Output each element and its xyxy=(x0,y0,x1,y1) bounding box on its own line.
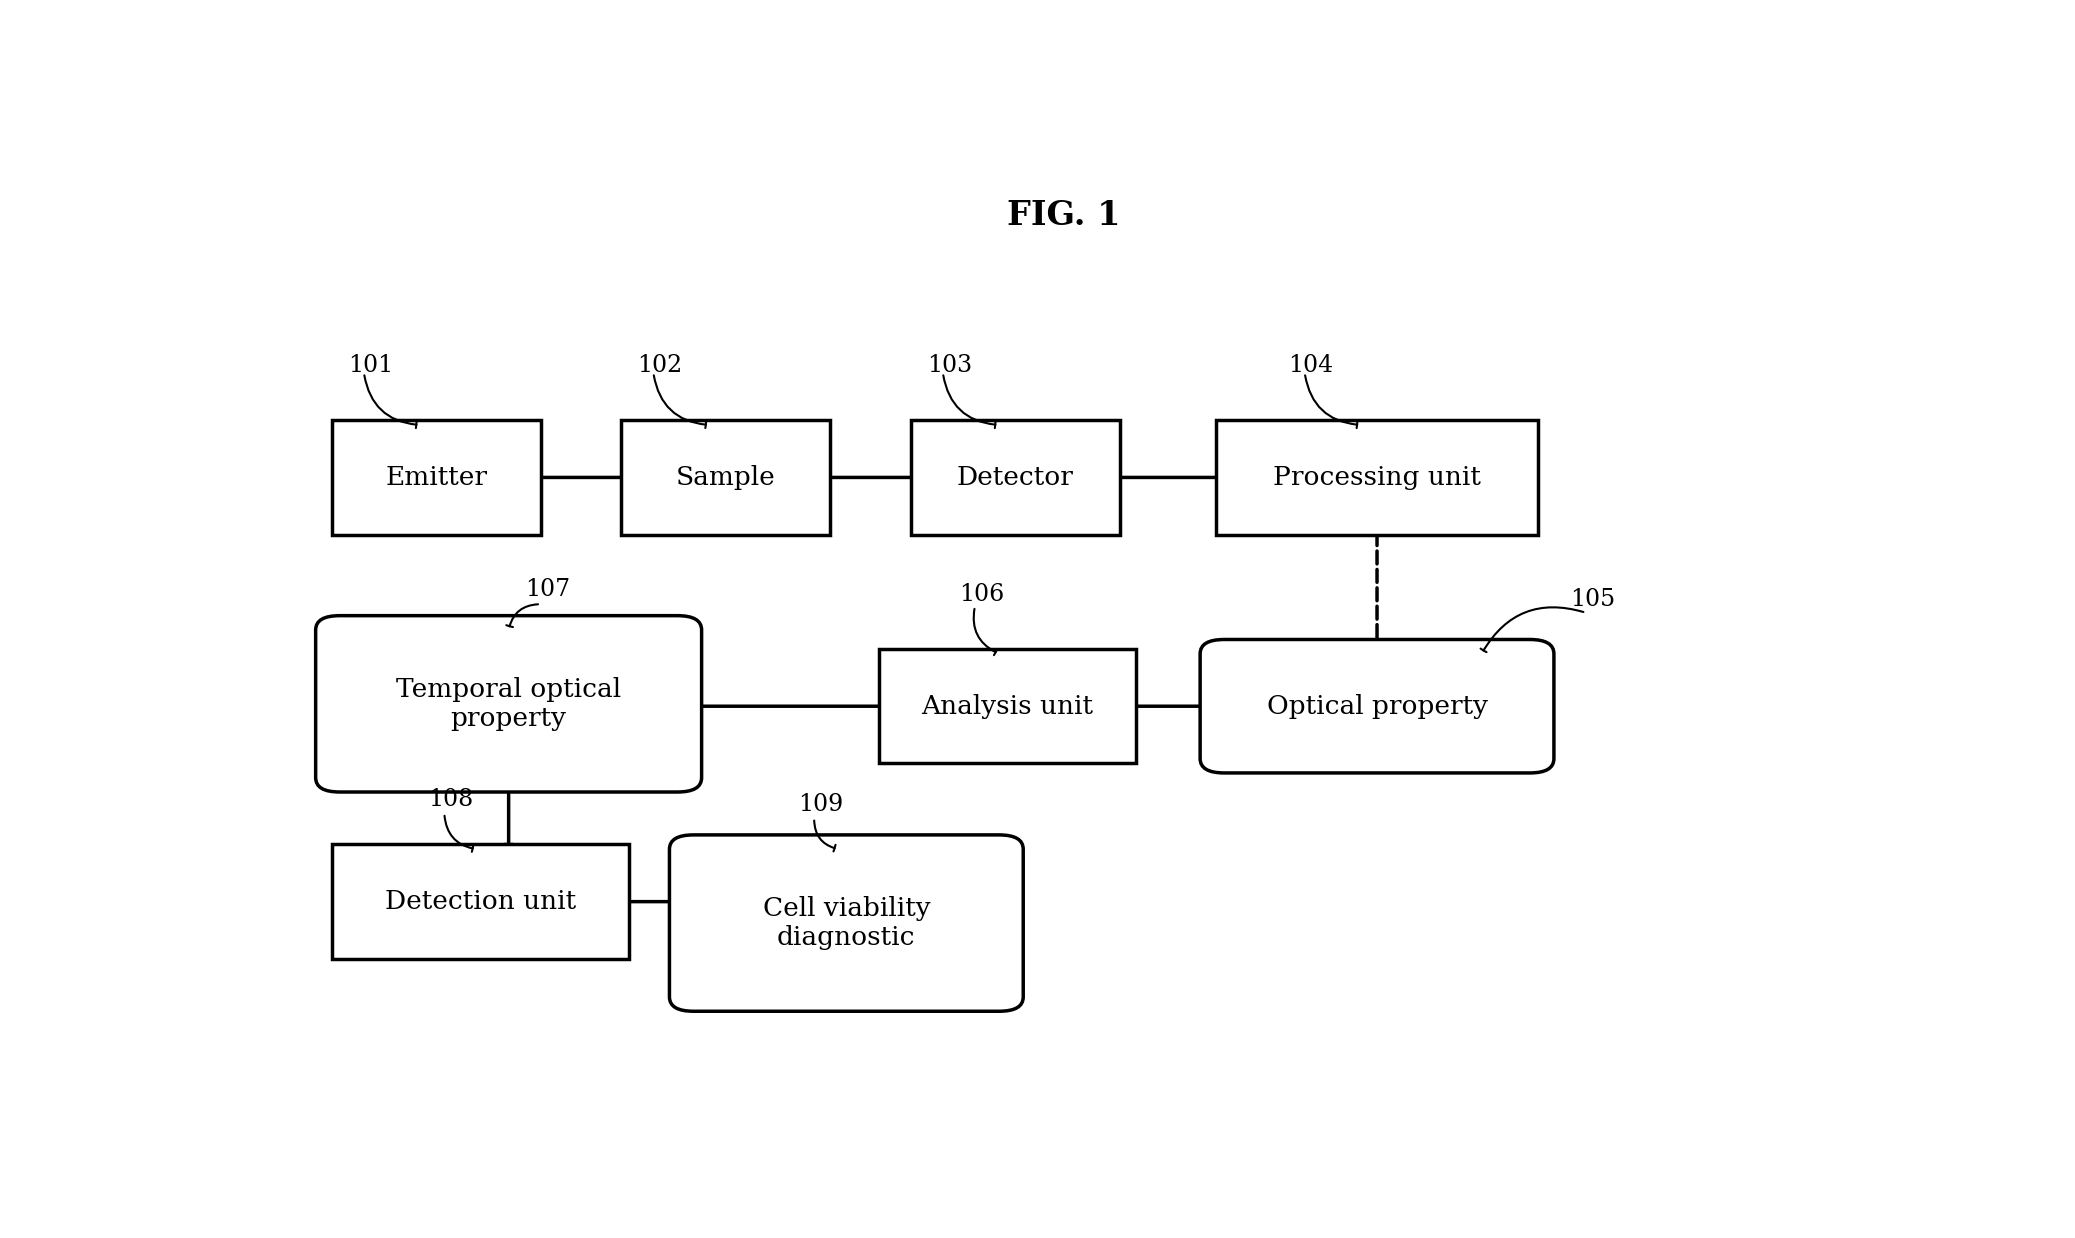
Text: Emitter: Emitter xyxy=(386,465,488,490)
Text: Analysis unit: Analysis unit xyxy=(921,693,1094,719)
FancyBboxPatch shape xyxy=(332,420,542,535)
Text: 104: 104 xyxy=(1289,354,1334,378)
Text: FIG. 1: FIG. 1 xyxy=(1006,199,1120,232)
Text: Optical property: Optical property xyxy=(1266,693,1488,719)
Text: Temporal optical
property: Temporal optical property xyxy=(396,677,620,730)
Text: 103: 103 xyxy=(928,354,971,378)
Text: Detection unit: Detection unit xyxy=(386,889,577,914)
FancyBboxPatch shape xyxy=(315,615,701,792)
FancyBboxPatch shape xyxy=(332,844,629,958)
Text: 101: 101 xyxy=(349,354,392,378)
Text: 108: 108 xyxy=(427,789,473,811)
FancyBboxPatch shape xyxy=(1216,420,1538,535)
Text: 106: 106 xyxy=(959,583,1004,607)
Text: 102: 102 xyxy=(637,354,683,378)
FancyBboxPatch shape xyxy=(1199,640,1554,773)
FancyBboxPatch shape xyxy=(911,420,1120,535)
Text: Cell viability
diagnostic: Cell viability diagnostic xyxy=(762,896,930,950)
Text: Processing unit: Processing unit xyxy=(1274,465,1482,490)
FancyBboxPatch shape xyxy=(670,834,1023,1011)
FancyBboxPatch shape xyxy=(878,649,1135,764)
Text: 109: 109 xyxy=(799,792,842,816)
FancyBboxPatch shape xyxy=(620,420,830,535)
Text: Detector: Detector xyxy=(957,465,1073,490)
Text: 105: 105 xyxy=(1571,588,1614,610)
Text: Sample: Sample xyxy=(676,465,776,490)
Text: 107: 107 xyxy=(525,578,571,602)
